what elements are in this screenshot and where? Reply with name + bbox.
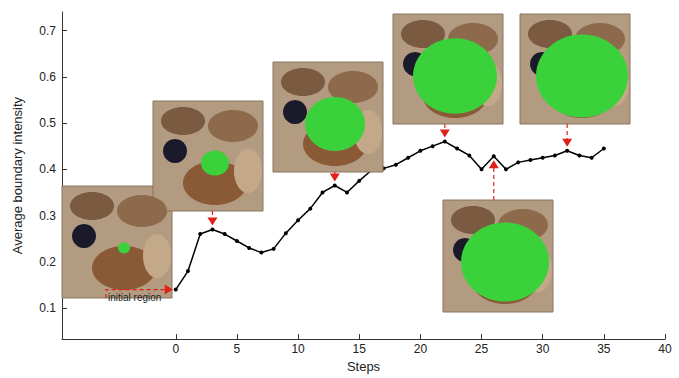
svg-text:0.1: 0.1 <box>39 301 56 315</box>
svg-text:20: 20 <box>414 342 428 356</box>
svg-text:0.2: 0.2 <box>39 255 56 269</box>
svg-text:0: 0 <box>172 342 179 356</box>
svg-text:10: 10 <box>291 342 305 356</box>
svg-text:40: 40 <box>658 342 672 356</box>
svg-text:0.3: 0.3 <box>39 209 56 223</box>
svg-text:initial region: initial region <box>108 292 161 303</box>
svg-text:0.6: 0.6 <box>39 70 56 84</box>
svg-text:Average boundary intensity: Average boundary intensity <box>10 96 25 254</box>
svg-text:5: 5 <box>234 342 241 356</box>
svg-text:35: 35 <box>597 342 611 356</box>
svg-text:0.4: 0.4 <box>39 162 56 176</box>
svg-text:0.5: 0.5 <box>39 116 56 130</box>
svg-text:Steps: Steps <box>347 359 381 374</box>
svg-text:30: 30 <box>536 342 550 356</box>
svg-text:15: 15 <box>353 342 367 356</box>
svg-text:25: 25 <box>475 342 489 356</box>
svg-text:0.7: 0.7 <box>39 24 56 38</box>
